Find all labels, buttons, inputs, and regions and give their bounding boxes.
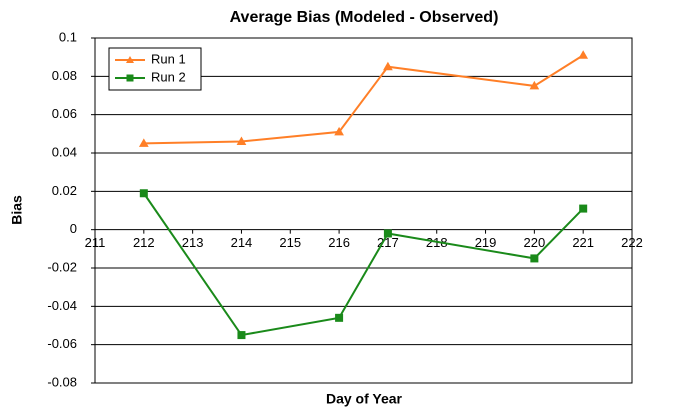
x-tick-label: 215 <box>279 235 301 250</box>
legend-marker <box>126 56 134 63</box>
x-tick-label: 217 <box>377 235 399 250</box>
legend-box <box>108 47 202 91</box>
y-tick-label: 0.02 <box>52 183 77 198</box>
point <box>578 50 589 59</box>
x-tick-label: 216 <box>328 235 350 250</box>
y-tick-label: 0.06 <box>52 106 77 121</box>
x-tick-label: 213 <box>182 235 204 250</box>
legend-label: Run 1 <box>151 51 186 66</box>
x-tick-label: 221 <box>572 235 594 250</box>
point <box>530 254 539 263</box>
x-tick-label: 220 <box>524 235 546 250</box>
point <box>383 61 393 71</box>
point <box>236 136 247 145</box>
y-tick-label: 0.1 <box>59 29 77 44</box>
y-tick-label: 0.04 <box>52 144 77 159</box>
point <box>138 138 149 147</box>
y-tick-label: -0.08 <box>47 374 77 389</box>
plot-area <box>94 37 633 384</box>
y-tick-label: 0 <box>70 221 77 236</box>
point <box>237 331 246 340</box>
point <box>529 80 540 90</box>
point <box>334 126 344 136</box>
x-tick-label: 212 <box>133 235 155 250</box>
series-line <box>142 192 584 337</box>
point <box>579 204 588 213</box>
y-axis-title: Bias <box>9 195 25 225</box>
x-tick-label: 214 <box>231 235 253 250</box>
y-tick-label: 0.08 <box>52 68 77 83</box>
y-tick-label: -0.06 <box>47 336 77 351</box>
legend-marker <box>126 74 134 82</box>
y-tick-label: -0.04 <box>47 298 77 313</box>
point <box>139 189 148 198</box>
x-tick-label: 219 <box>475 235 497 250</box>
x-tick-label: 222 <box>621 235 643 250</box>
y-tick-label: -0.02 <box>47 259 77 274</box>
x-tick-label: 211 <box>85 235 106 250</box>
x-axis-title: Day of Year <box>326 391 403 407</box>
legend-label: Run 2 <box>151 69 186 84</box>
series-line <box>143 54 584 145</box>
point <box>383 229 392 238</box>
chart-title: Average Bias (Modeled - Observed) <box>230 9 499 26</box>
point <box>335 313 344 322</box>
